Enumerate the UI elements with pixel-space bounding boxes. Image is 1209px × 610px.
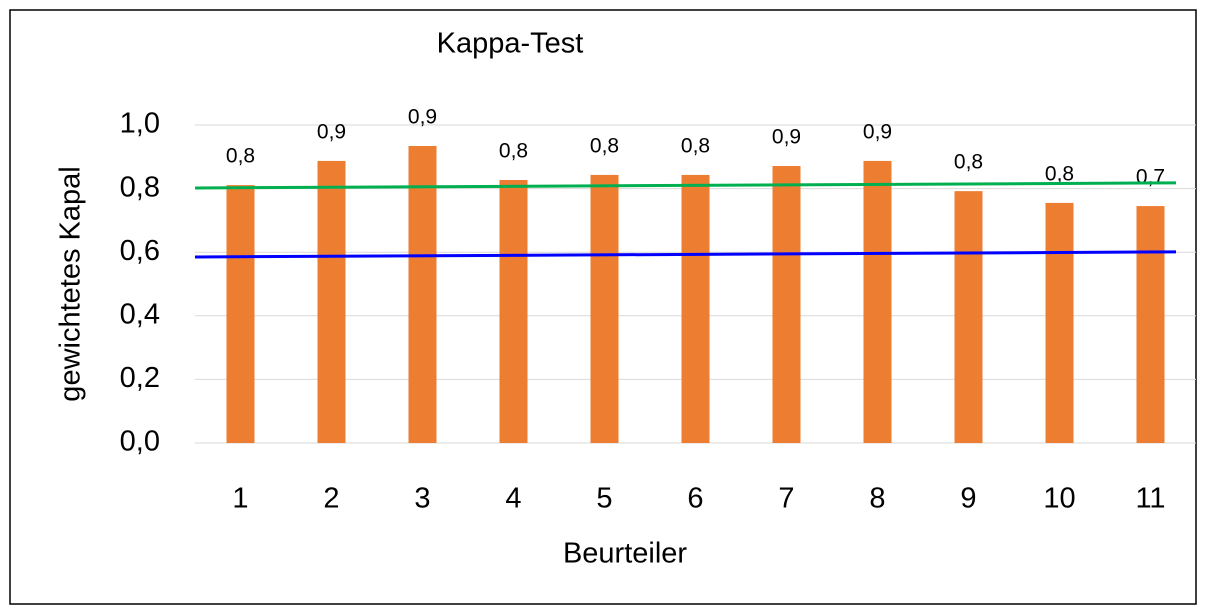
bar [226,185,255,444]
y-tick-label: 0,6 [120,235,160,267]
data-label: 0,8 [681,134,710,157]
data-label: 0,8 [499,140,528,163]
data-label: 0,9 [317,120,346,143]
x-axis-label: Beurteiler [563,538,687,570]
data-label: 0,8 [590,134,619,157]
data-label: 0,8 [226,145,255,168]
bar [408,145,437,443]
bar [772,166,801,443]
bar [1136,206,1165,443]
bar [590,174,619,443]
y-tick-label: 0,4 [120,298,160,330]
bar [1045,202,1074,443]
y-axis-label: gewichtetes Kapal [55,166,87,401]
x-tick-label: 4 [505,483,521,515]
bar [954,191,983,443]
bar [317,160,346,443]
bar [863,160,892,443]
x-tick-label: 6 [687,483,703,515]
bar [681,174,710,443]
x-tick-label: 3 [414,483,430,515]
x-tick-label: 7 [778,483,794,515]
reference-line [194,250,1177,259]
x-tick-label: 11 [1135,483,1165,515]
y-tick-label: 0,0 [120,426,160,458]
reference-line [194,181,1177,190]
x-tick-label: 1 [232,483,248,515]
chart-title: Kappa-Test [437,28,584,60]
y-tick-label: 0,2 [120,362,160,394]
data-label: 0,9 [408,106,437,129]
x-tick-label: 9 [960,483,976,515]
x-tick-label: 2 [323,483,339,515]
x-tick-label: 8 [869,483,885,515]
x-tick-label: 5 [596,483,612,515]
data-label: 0,9 [863,120,892,143]
x-tick-label: 10 [1043,483,1075,515]
y-tick-label: 1,0 [120,108,160,140]
data-label: 0,8 [954,151,983,174]
data-label: 0,7 [1136,166,1165,189]
data-label: 0,8 [1045,162,1074,185]
bar [499,180,528,443]
data-label: 0,9 [772,126,801,149]
y-tick-label: 0,8 [120,171,160,203]
